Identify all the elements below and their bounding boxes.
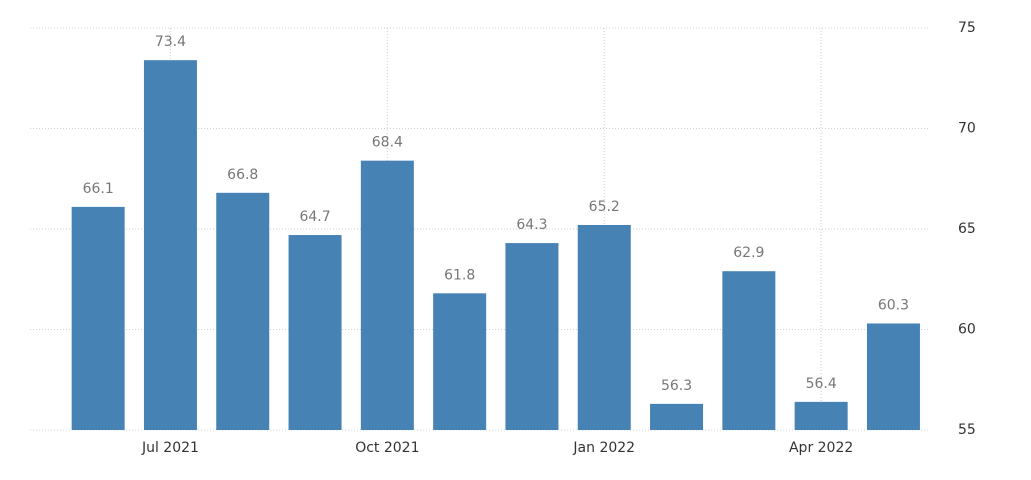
value-label: 65.2 [589,199,620,215]
bar [288,235,342,430]
bar [650,403,704,430]
value-label: 61.8 [444,267,475,283]
value-label: 64.3 [516,217,547,233]
y-tick-label: 55 [958,422,976,438]
value-label: 66.1 [83,181,114,197]
x-tick-label: Jan 2022 [572,440,635,456]
value-label: 64.7 [299,209,330,225]
y-tick-label: 65 [958,221,976,237]
bar [433,293,487,430]
x-tick-label: Apr 2022 [789,440,853,456]
bar [866,323,920,430]
value-label: 66.8 [227,167,258,183]
bar [143,60,197,430]
value-label: 56.4 [806,376,837,392]
x-tick-label: Oct 2021 [355,440,419,456]
value-label: 68.4 [372,135,403,151]
bar [360,160,414,430]
bar [505,243,559,430]
y-tick-label: 70 [958,121,976,137]
value-label: 56.3 [661,378,692,394]
bar [577,224,631,430]
bar [722,271,776,430]
x-tick-label: Jul 2021 [141,440,199,456]
bar [794,401,848,430]
value-label: 60.3 [878,297,909,313]
bar [216,192,270,430]
value-label: 73.4 [155,34,186,50]
y-tick-label: 75 [958,20,976,36]
bar [71,206,125,430]
value-label: 62.9 [733,245,764,261]
y-tick-label: 60 [958,322,976,338]
